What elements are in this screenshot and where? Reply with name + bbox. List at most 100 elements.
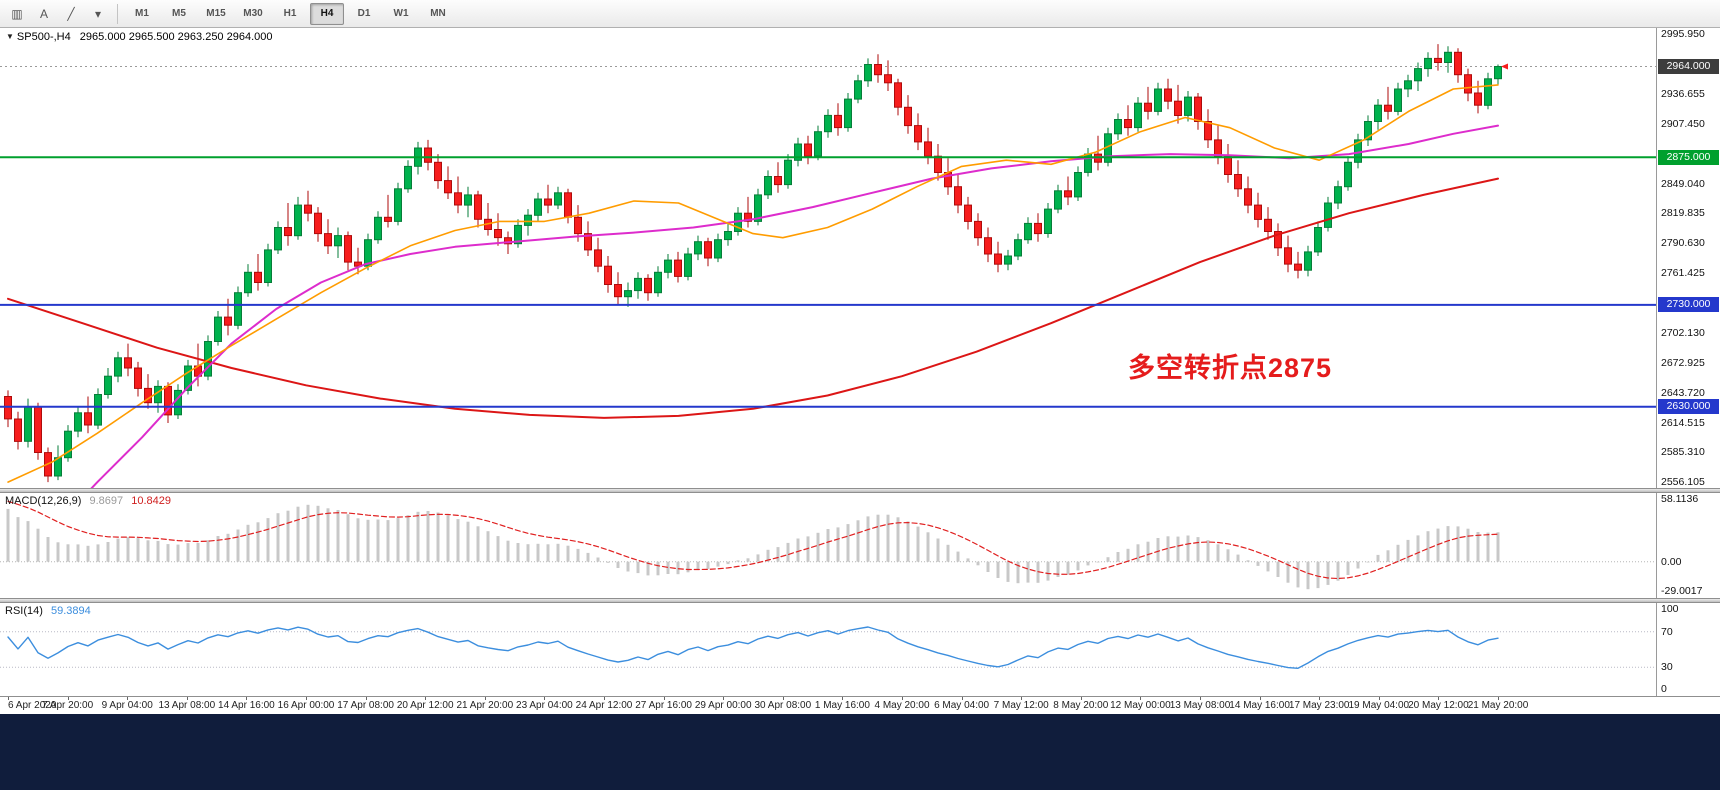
- price-scale-label: 2672.925: [1661, 357, 1705, 369]
- timeframe-w1-button[interactable]: W1: [393, 8, 409, 19]
- time-axis-label: 30 Apr 08:00: [754, 700, 812, 711]
- time-tick: [127, 697, 129, 700]
- time-axis-label: 20 May 12:00: [1408, 700, 1469, 711]
- time-tick: [1080, 697, 1082, 700]
- time-tick: [1140, 697, 1142, 700]
- time-axis-label: 21 Apr 20:00: [456, 700, 514, 711]
- time-tick: [961, 697, 963, 700]
- time-axis-label: 1 May 16:00: [814, 700, 870, 711]
- time-axis-label: 7 May 12:00: [993, 700, 1049, 711]
- price-scale-label: 2614.515: [1661, 416, 1705, 429]
- macd-label: MACD(12,26,9): [5, 495, 82, 507]
- rsi-scale[interactable]: 100 70 30 0: [1656, 603, 1720, 696]
- time-tick: [246, 697, 248, 700]
- time-tick: [8, 697, 9, 700]
- annotation-text: 多空转折点2875: [1128, 353, 1333, 383]
- chart-header: ▼ SP500-,H4 2965.000 2965.500 2963.250 29…: [6, 31, 273, 43]
- time-axis[interactable]: 6 Apr 2020 7 Apr 20:00 9 Apr 04:00 13 Apr 0…: [0, 696, 1720, 714]
- time-tick: [723, 697, 725, 700]
- time-tick: [186, 697, 188, 700]
- time-tick: [1021, 697, 1023, 700]
- price-scale-label: 2702.130: [1661, 327, 1705, 340]
- time-axis-label: 13 Apr 08:00: [158, 700, 216, 711]
- time-axis-label: 20 Apr 12:00: [396, 700, 454, 711]
- time-tick: [902, 697, 903, 700]
- macd-panel[interactable]: MACD(12,26,9) 9.8697 10.8429 58.1136 0.00…: [0, 493, 1720, 598]
- time-tick: [1378, 697, 1380, 700]
- price-scale-label: 2936.655: [1661, 88, 1705, 101]
- price-badge-blue: 2730.000: [1658, 297, 1719, 313]
- time-tick: [1498, 697, 1499, 700]
- timeframe-d1-button[interactable]: D1: [357, 8, 371, 19]
- time-axis-label: 24 Apr 12:00: [575, 700, 633, 711]
- text-tool-icon[interactable]: A: [39, 6, 48, 21]
- candlestick-chart[interactable]: [0, 28, 1656, 488]
- macd-signal-value: 10.8429: [131, 495, 171, 507]
- toolbar-separator: [117, 3, 118, 24]
- time-tick: [425, 697, 427, 700]
- rsi-plot[interactable]: [0, 603, 1656, 696]
- price-scale[interactable]: 2995.950 2964.000 2936.655 2907.450 2875.000…: [1656, 28, 1720, 488]
- time-axis-label: 21 May 20:00: [1467, 700, 1529, 711]
- time-axis-label: 6 May 04:00: [934, 700, 990, 711]
- timeframe-m5-button[interactable]: M5: [172, 8, 186, 19]
- time-axis-label: 9 Apr 04:00: [101, 700, 153, 711]
- timeframe-h1-button[interactable]: H1: [283, 8, 297, 19]
- time-tick: [67, 697, 69, 700]
- time-axis-label: 17 Apr 08:00: [337, 700, 394, 711]
- price-scale-label: 2761.425: [1661, 266, 1705, 279]
- time-axis-label: 23 Apr 04:00: [516, 700, 573, 711]
- macd-plot[interactable]: [0, 493, 1656, 598]
- time-axis-label: 8 May 20:00: [1053, 700, 1109, 711]
- time-axis-label: 12 May 00:00: [1110, 700, 1171, 711]
- time-axis-label: 17 May 23:00: [1288, 700, 1350, 711]
- time-axis-label: 4 May 20:00: [874, 700, 930, 711]
- macd-scale-label: -29.0017: [1661, 585, 1703, 597]
- time-axis-label: 27 Apr 16:00: [635, 700, 692, 711]
- macd-scale-label: 58.1136: [1661, 493, 1699, 505]
- tools-dropdown-caret-icon[interactable]: ▾: [94, 6, 102, 21]
- timeframe-mn-button[interactable]: MN: [430, 8, 446, 19]
- time-tick: [842, 697, 844, 700]
- timeframe-m1-button[interactable]: M1: [135, 8, 149, 19]
- price-chart-panel[interactable]: ▼ SP500-,H4 2965.000 2965.500 2963.250 29…: [0, 28, 1720, 488]
- price-scale-label: 2819.835: [1661, 207, 1705, 220]
- price-badge-green: 2875.000: [1658, 149, 1719, 165]
- macd-scale[interactable]: 58.1136 0.00 -29.0017: [1656, 493, 1720, 598]
- macd-main-value: 9.8697: [89, 495, 124, 507]
- timeframe-button-group: M1 M5 M15 M30 H1 H4 D1 W1 MN: [124, 2, 456, 25]
- time-tick: [306, 697, 307, 700]
- toolbar: ▥ A ╱ ▾ M1 M5 M15 M30 H1 H4 D1 W1 MN: [0, 0, 1720, 28]
- time-tick: [1200, 697, 1201, 700]
- rsi-scale-label: 70: [1661, 625, 1673, 638]
- macd-panel-splitter[interactable]: [0, 488, 1720, 493]
- time-tick: [365, 697, 367, 700]
- rsi-scale-label: 100: [1661, 603, 1679, 615]
- rsi-panel[interactable]: RSI(14) 59.3894 100 70 30 0: [0, 603, 1720, 696]
- price-scale-label: 2790.630: [1661, 237, 1705, 250]
- symbol-dropdown-icon[interactable]: ▼: [6, 32, 14, 41]
- time-axis-label: 19 May 04:00: [1348, 700, 1410, 711]
- time-axis-label: 29 Apr 00:00: [694, 700, 752, 711]
- time-tick: [1259, 697, 1261, 700]
- time-tick: [663, 697, 665, 700]
- charts-grid-icon[interactable]: ▥: [11, 6, 23, 21]
- trendline-tool-icon[interactable]: ╱: [67, 6, 75, 21]
- timeframe-m30-button[interactable]: M30: [243, 8, 263, 19]
- time-tick: [544, 697, 546, 700]
- time-tick: [1319, 697, 1321, 700]
- toolbar-icon-group: ▥ A ╱ ▾: [4, 2, 111, 26]
- price-scale-label: 2643.720: [1661, 386, 1705, 399]
- time-axis-label: 16 Apr 00:00: [277, 700, 335, 711]
- rsi-scale-label: 0: [1661, 683, 1667, 695]
- ohlc-values: 2965.000 2965.500 2963.250 2964.000: [79, 31, 273, 43]
- time-tick: [484, 697, 486, 700]
- timeframe-m15-button[interactable]: M15: [206, 8, 226, 19]
- price-scale-label: 2556.105: [1661, 476, 1705, 488]
- macd-header: MACD(12,26,9) 9.8697 10.8429: [5, 495, 171, 507]
- timeframe-h4-button[interactable]: H4: [310, 2, 344, 25]
- price-scale-label: 2849.040: [1661, 177, 1705, 190]
- rsi-header: RSI(14) 59.3894: [5, 605, 91, 617]
- time-axis-label: 7 Apr 20:00: [42, 700, 94, 711]
- rsi-panel-splitter[interactable]: [0, 598, 1720, 603]
